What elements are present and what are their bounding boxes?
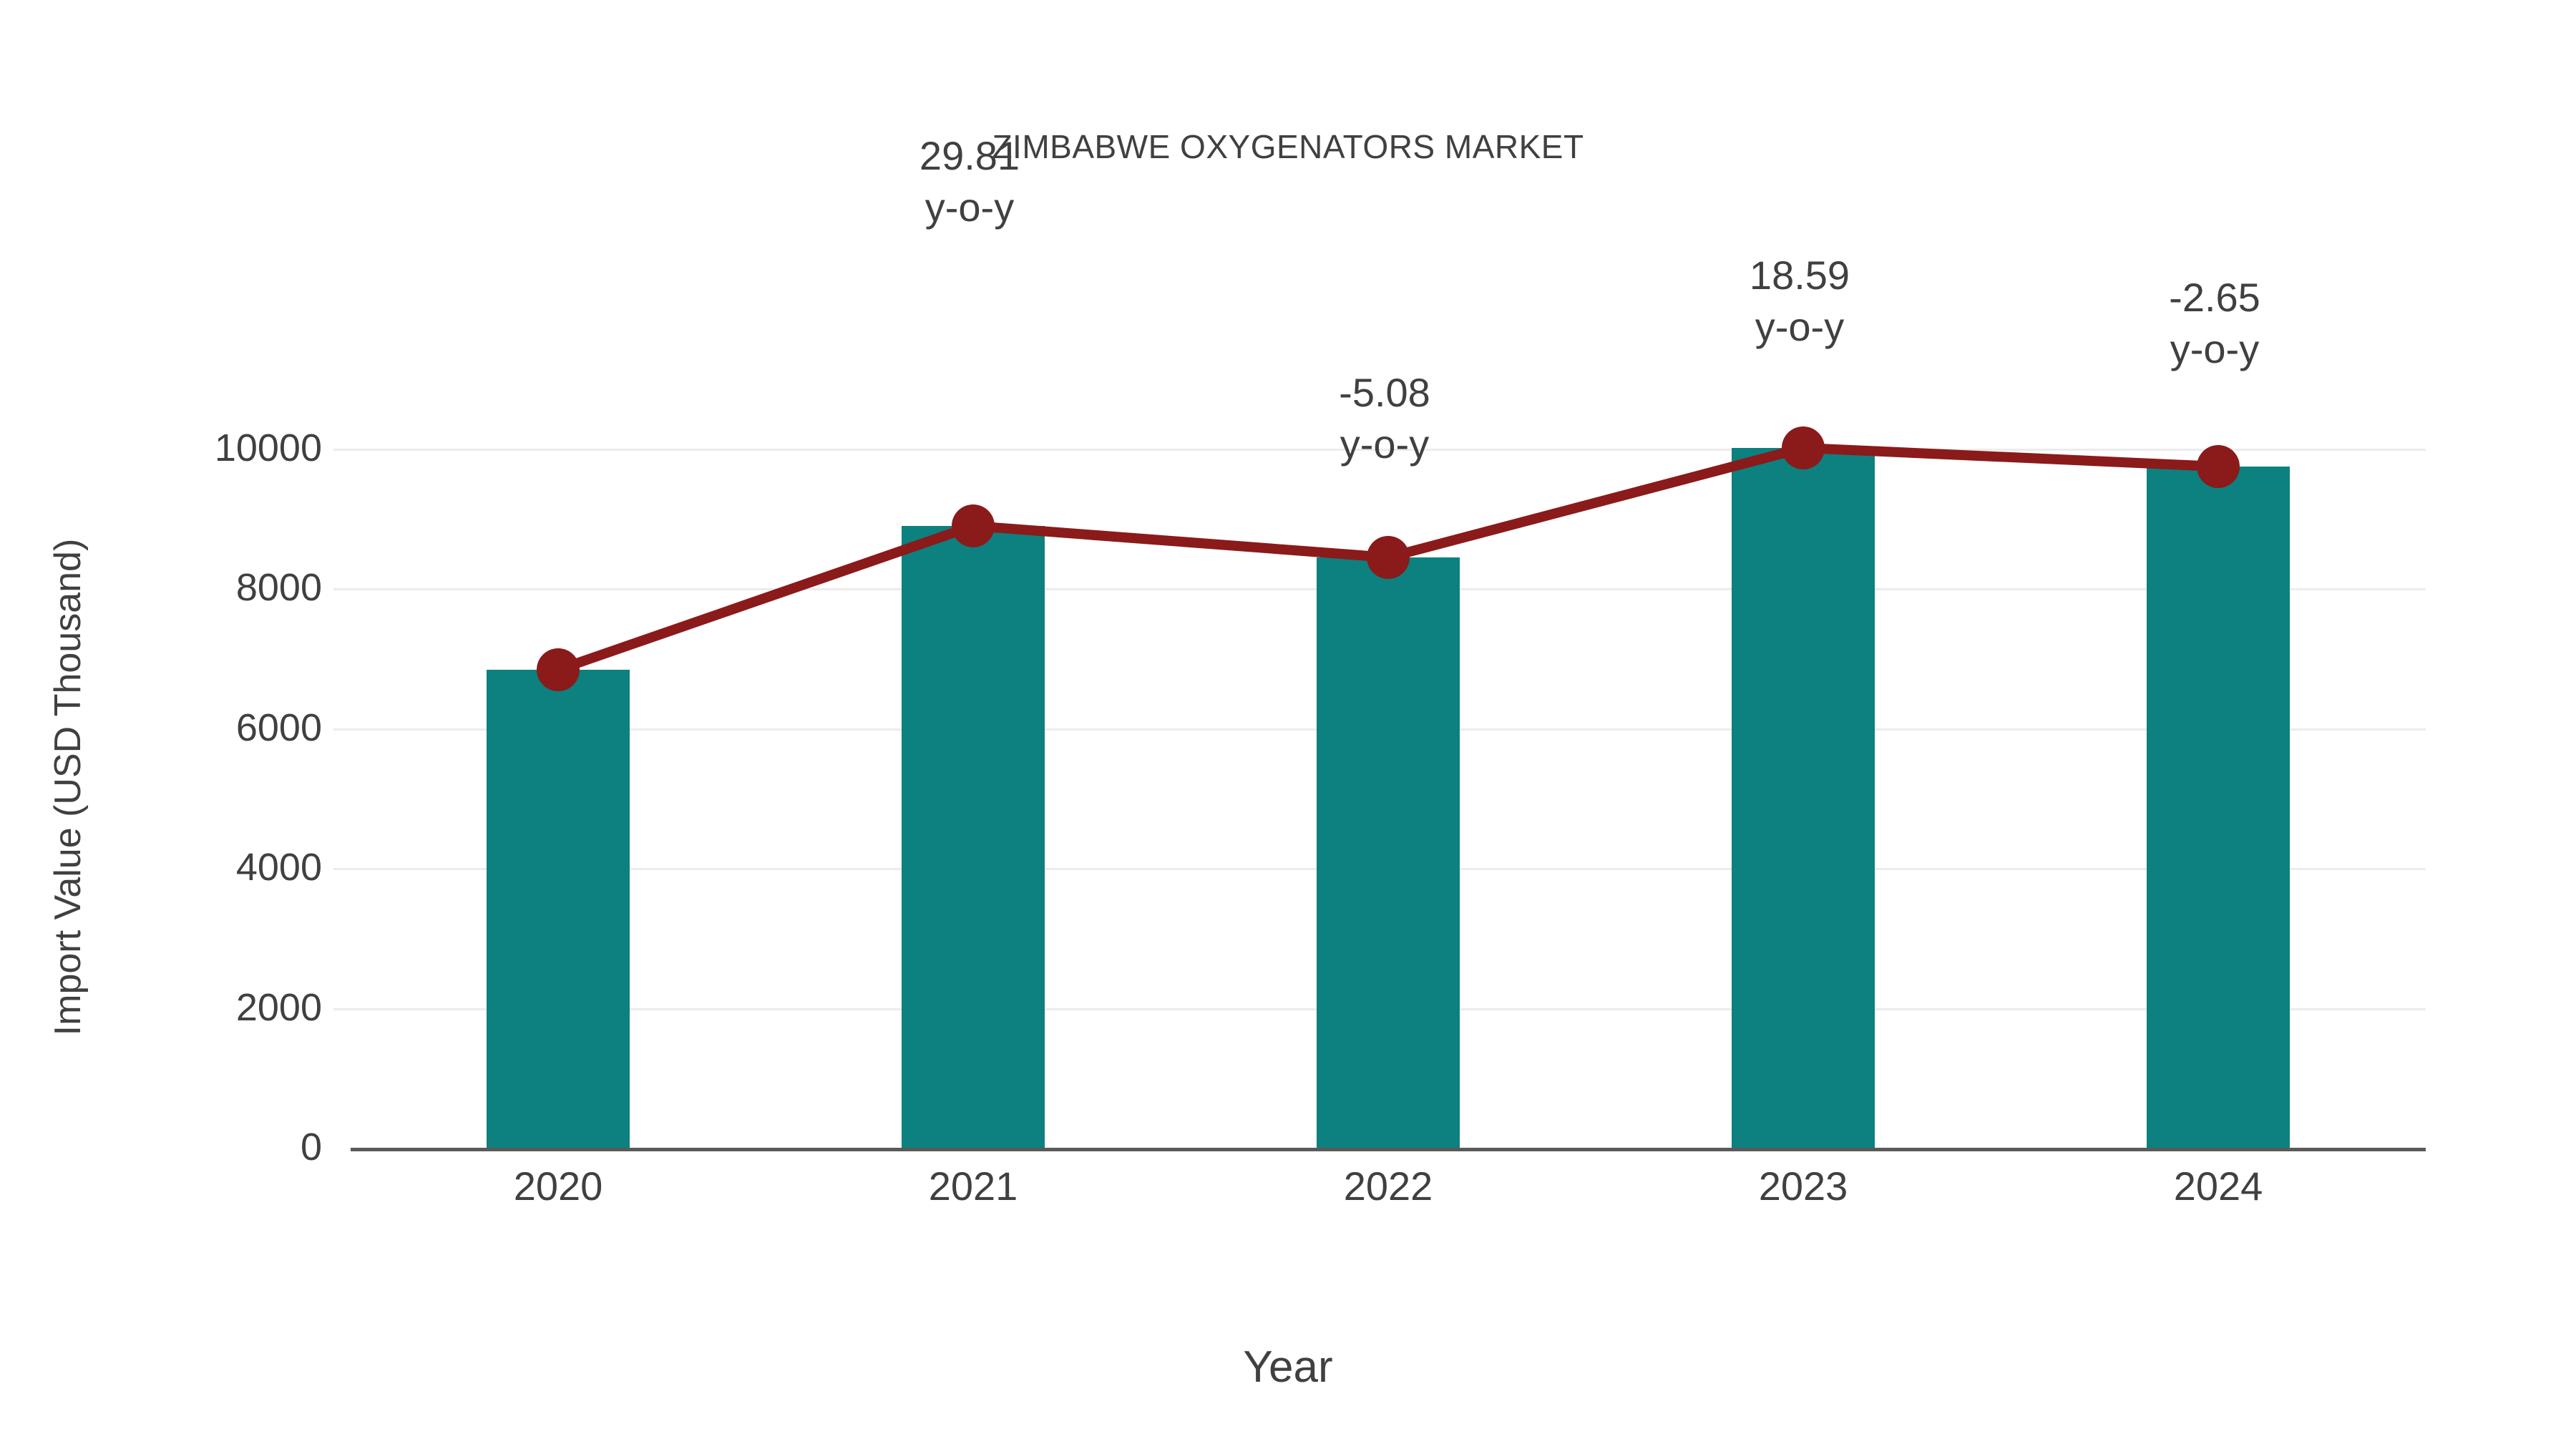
chart-title: ZIMBABWE OXYGENATORS MARKET	[992, 128, 1584, 165]
y-tick-mark-10000	[333, 449, 351, 451]
bar-2021[interactable]	[902, 525, 1045, 1148]
y-tick-label-6000: 6000	[235, 706, 322, 749]
y-tick-mark-4000	[333, 868, 351, 870]
y-tick-mark-6000	[333, 728, 351, 731]
annotation-2021: 29.81 y-o-y	[819, 130, 1120, 233]
annotation-2022-unit: y-o-y	[1340, 421, 1430, 467]
x-axis-title: Year	[1243, 1342, 1333, 1392]
annotation-2023-value: 18.59	[1749, 253, 1850, 298]
x-tick-label-2022: 2022	[1343, 1163, 1433, 1209]
y-tick-mark-2000	[333, 1008, 351, 1010]
annotation-2023-unit: y-o-y	[1755, 303, 1845, 349]
y-tick-label-2000: 2000	[235, 986, 322, 1029]
bar-2022[interactable]	[1317, 557, 1460, 1148]
x-tick-label-2023: 2023	[1758, 1163, 1848, 1209]
x-tick-label-2021: 2021	[928, 1163, 1018, 1209]
plot-area	[351, 401, 2426, 1151]
annotation-2024: -2.65 y-o-y	[2064, 272, 2365, 374]
annotation-2022-value: -5.08	[1339, 370, 1430, 415]
annotation-2024-value: -2.65	[2169, 275, 2260, 320]
annotation-2021-unit: y-o-y	[924, 184, 1015, 230]
y-tick-label-0: 0	[300, 1126, 322, 1169]
x-tick-label-2020: 2020	[513, 1163, 603, 1209]
x-axis-tick-labels: 2020 2021 2022 2023 2024	[351, 1163, 2426, 1227]
y-axis-tick-labels: 10000 8000 6000 4000 2000 0	[0, 401, 2576, 1166]
y-tick-label-10000: 10000	[214, 426, 322, 469]
annotation-2024-unit: y-o-y	[2170, 326, 2260, 371]
x-axis-line	[351, 1148, 2426, 1151]
bar-2020[interactable]	[487, 670, 630, 1148]
annotation-2021-value: 29.81	[919, 133, 1020, 178]
y-tick-mark-8000	[333, 588, 351, 590]
annotation-2023: 18.59 y-o-y	[1649, 250, 1950, 352]
bar-2024[interactable]	[2147, 467, 2290, 1148]
y-tick-label-4000: 4000	[235, 846, 322, 889]
annotation-2022: -5.08 y-o-y	[1234, 367, 1535, 469]
x-tick-label-2024: 2024	[2173, 1163, 2263, 1209]
y-tick-label-8000: 8000	[235, 566, 322, 609]
bar-2023[interactable]	[1732, 448, 1875, 1148]
